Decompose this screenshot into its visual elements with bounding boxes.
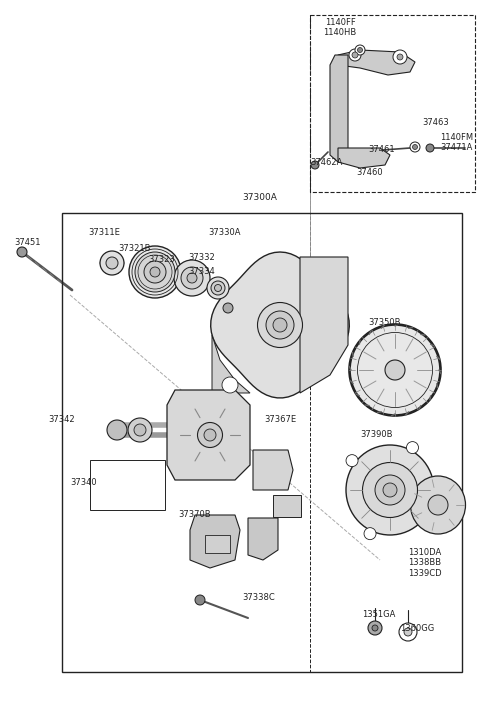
Text: 37461: 37461: [368, 145, 395, 154]
Ellipse shape: [385, 360, 405, 380]
Circle shape: [349, 49, 361, 61]
Ellipse shape: [215, 285, 221, 292]
Ellipse shape: [362, 462, 418, 517]
Circle shape: [128, 418, 152, 442]
Circle shape: [352, 52, 358, 58]
Text: 37350B: 37350B: [368, 318, 400, 327]
Circle shape: [106, 257, 118, 269]
Polygon shape: [300, 257, 348, 393]
Ellipse shape: [346, 445, 434, 535]
Circle shape: [17, 247, 27, 257]
Text: 37321B: 37321B: [118, 244, 151, 253]
Text: 37340: 37340: [70, 478, 96, 487]
Circle shape: [393, 50, 407, 64]
Ellipse shape: [273, 318, 287, 332]
Text: 37367E: 37367E: [264, 415, 296, 424]
Text: 1351GA: 1351GA: [362, 610, 396, 619]
Text: 37334: 37334: [188, 267, 215, 276]
Text: 37311E: 37311E: [88, 228, 120, 237]
Circle shape: [407, 441, 419, 453]
Text: 37342: 37342: [48, 415, 74, 424]
Polygon shape: [167, 390, 250, 480]
Ellipse shape: [181, 267, 203, 289]
Circle shape: [404, 628, 412, 636]
Circle shape: [399, 623, 417, 641]
Circle shape: [311, 161, 319, 169]
Text: 1310DA
1338BB
1339CD: 1310DA 1338BB 1339CD: [408, 548, 442, 578]
Circle shape: [372, 625, 378, 631]
Polygon shape: [248, 518, 278, 560]
Bar: [62, 213, 462, 672]
Ellipse shape: [428, 495, 448, 515]
Ellipse shape: [383, 483, 397, 497]
Text: 1140FF
1140HB: 1140FF 1140HB: [324, 18, 357, 37]
Polygon shape: [211, 252, 349, 398]
Circle shape: [222, 377, 238, 393]
Circle shape: [358, 47, 362, 52]
Text: 37462A: 37462A: [310, 158, 342, 167]
Ellipse shape: [349, 324, 441, 416]
Text: 37390B: 37390B: [360, 430, 393, 439]
Ellipse shape: [257, 302, 302, 347]
Circle shape: [195, 595, 205, 605]
Ellipse shape: [211, 281, 225, 295]
Text: 37463: 37463: [422, 118, 449, 127]
Text: 37332: 37332: [188, 253, 215, 262]
Ellipse shape: [144, 261, 166, 283]
Ellipse shape: [410, 476, 466, 534]
Polygon shape: [330, 55, 348, 162]
Polygon shape: [253, 450, 293, 490]
Ellipse shape: [207, 277, 229, 299]
Text: 37338C: 37338C: [242, 593, 275, 602]
Ellipse shape: [187, 273, 197, 283]
Text: 37323: 37323: [148, 255, 175, 264]
Circle shape: [412, 145, 418, 150]
Text: 37370B: 37370B: [178, 510, 211, 519]
Bar: [310, 15, 475, 192]
Circle shape: [397, 54, 403, 60]
Circle shape: [100, 251, 124, 275]
Text: 37300A: 37300A: [242, 193, 277, 202]
Circle shape: [430, 498, 442, 510]
Circle shape: [134, 424, 146, 436]
Ellipse shape: [129, 246, 181, 298]
Ellipse shape: [174, 260, 210, 296]
Polygon shape: [190, 515, 240, 568]
Circle shape: [426, 144, 434, 152]
Text: 37451: 37451: [14, 238, 40, 247]
Ellipse shape: [135, 252, 175, 292]
Bar: [273, 495, 301, 517]
Circle shape: [364, 527, 376, 539]
Ellipse shape: [197, 422, 223, 448]
Ellipse shape: [150, 267, 160, 277]
Polygon shape: [338, 50, 415, 75]
Circle shape: [410, 142, 420, 152]
Circle shape: [355, 45, 365, 55]
Ellipse shape: [266, 311, 294, 339]
Text: 1140FM
37471A: 1140FM 37471A: [440, 133, 473, 152]
Ellipse shape: [375, 475, 405, 505]
Bar: [90, 460, 165, 510]
Text: 37460: 37460: [357, 168, 384, 177]
Circle shape: [346, 455, 358, 467]
Circle shape: [223, 303, 233, 313]
Circle shape: [107, 420, 127, 440]
Bar: [205, 535, 230, 553]
Polygon shape: [212, 335, 250, 393]
Text: 1360GG: 1360GG: [400, 624, 434, 633]
Circle shape: [368, 621, 382, 635]
Ellipse shape: [204, 429, 216, 441]
Text: 37330A: 37330A: [208, 228, 240, 237]
Polygon shape: [338, 148, 390, 168]
